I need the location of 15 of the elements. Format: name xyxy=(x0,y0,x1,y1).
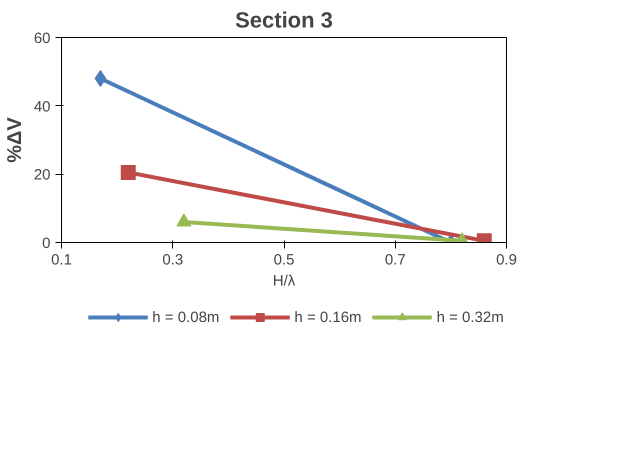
y-tick-label: 60 xyxy=(34,30,51,47)
x-tick-label: 0.1 xyxy=(51,252,72,268)
chart-title: Section 3 xyxy=(235,8,333,32)
x-tick-label: 0.9 xyxy=(496,252,517,268)
x-tick-label: 0.7 xyxy=(384,252,406,268)
x-tick-label: 0.3 xyxy=(162,252,184,268)
x-axis-title: H/λ xyxy=(272,272,296,290)
y-tick-label: 40 xyxy=(34,98,51,116)
y-tick-label: 0 xyxy=(42,235,50,252)
y-tick-label: 20 xyxy=(34,166,51,184)
legend-label: h = 0.08m xyxy=(152,308,220,326)
legend-label: h = 0.32m xyxy=(436,308,504,326)
y-axis-title: %ΔV xyxy=(4,116,26,163)
x-tick-label: 0.5 xyxy=(274,252,294,268)
legend-label: h = 0.16m xyxy=(294,308,362,326)
